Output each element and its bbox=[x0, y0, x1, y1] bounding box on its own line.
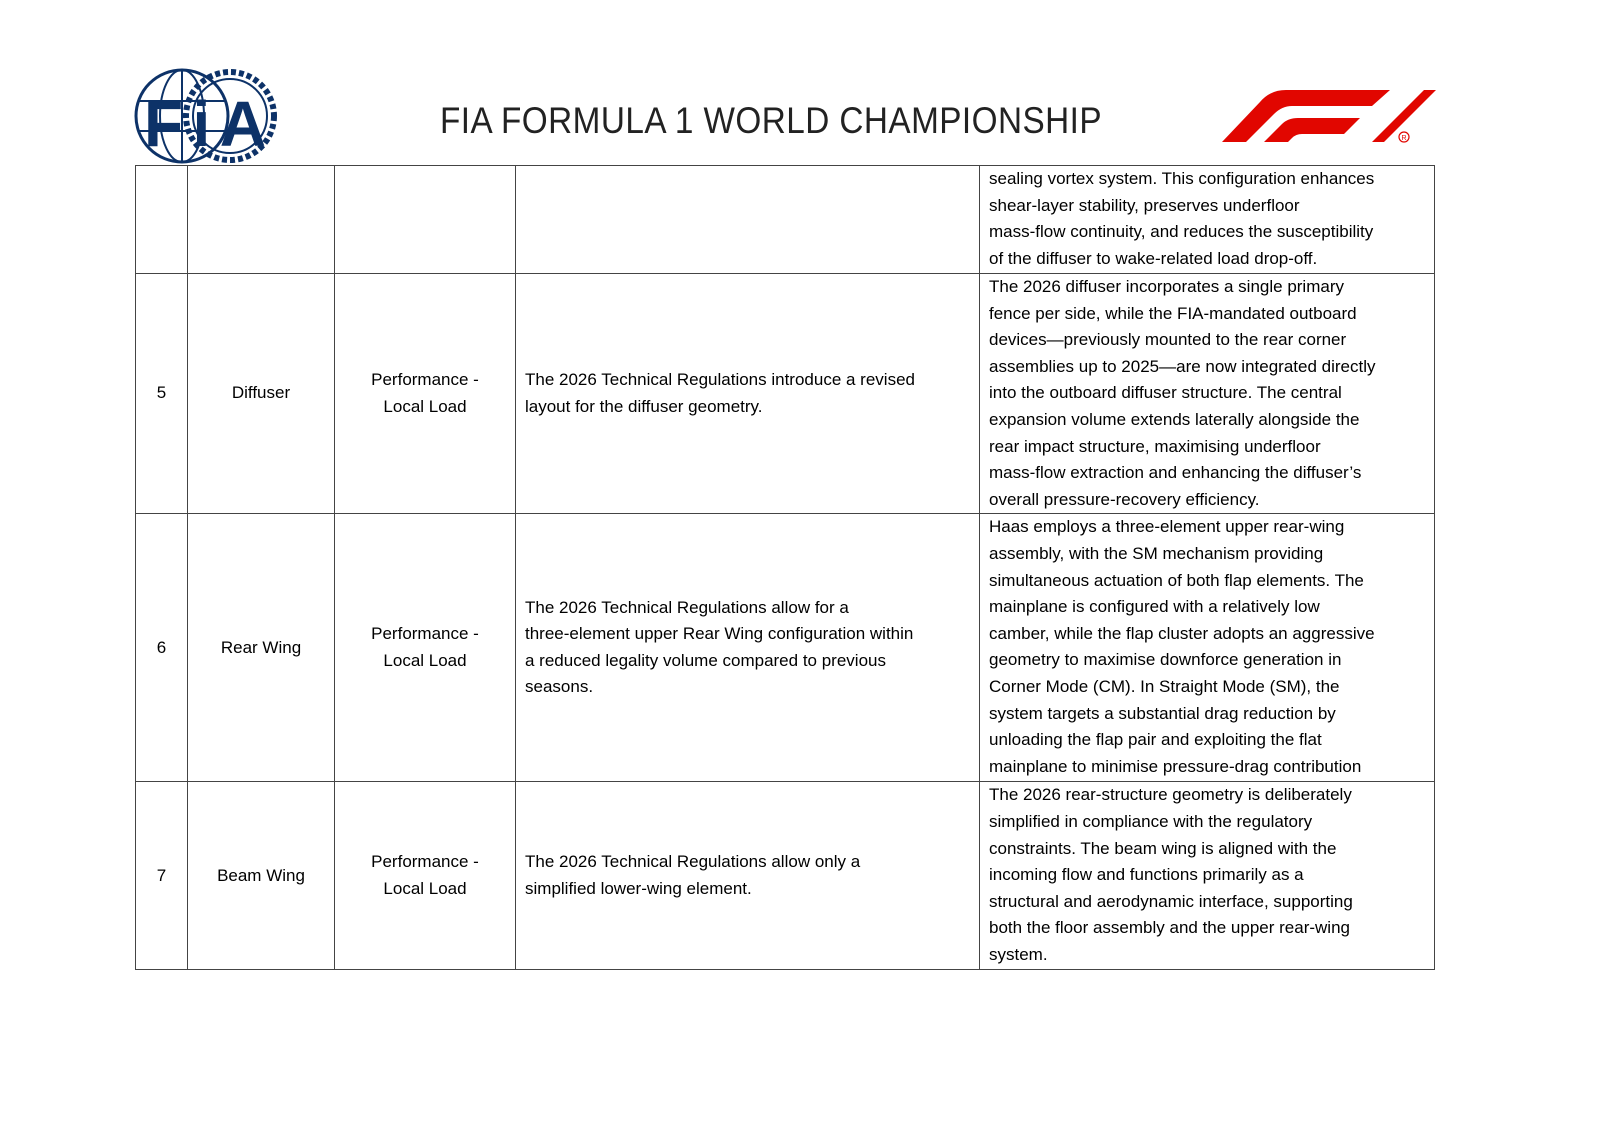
text-line: devices—previously mounted to the rear c… bbox=[989, 330, 1347, 350]
text-line: mainplane is configured with a relativel… bbox=[989, 597, 1320, 617]
component-name: Rear Wing bbox=[187, 513, 335, 783]
regulation-summary bbox=[515, 165, 980, 274]
f1-logo: R bbox=[1222, 90, 1436, 143]
component-name: Beam Wing bbox=[187, 781, 335, 971]
text-line: mass-flow continuity, and reduces the su… bbox=[989, 222, 1374, 242]
text-line: Corner Mode (CM). In Straight Mode (SM),… bbox=[989, 676, 1340, 696]
text-line: Haas employs a three-element upper rear-… bbox=[989, 517, 1345, 537]
text-line: The 2026 rear-structure geometry is deli… bbox=[989, 785, 1352, 805]
text-line: of the diffuser to wake-related load dro… bbox=[989, 248, 1318, 268]
text-line: both the floor assembly and the upper re… bbox=[989, 918, 1350, 938]
text-line: three-element upper Rear Wing configurat… bbox=[525, 624, 914, 644]
design-description: sealing vortex system. This configuratio… bbox=[979, 165, 1435, 274]
regulation-summary: The 2026 Technical Regulations allow onl… bbox=[515, 781, 980, 971]
row-number bbox=[135, 165, 188, 274]
design-description: The 2026 rear-structure geometry is deli… bbox=[979, 781, 1435, 971]
text-line: simultaneous actuation of both flap elem… bbox=[989, 570, 1364, 590]
text-line: into the outboard diffuser structure. Th… bbox=[989, 383, 1342, 403]
fia-logo: FiA bbox=[134, 68, 277, 164]
svg-text:R: R bbox=[1402, 135, 1407, 142]
text-line: assembly, with the SM mechanism providin… bbox=[989, 543, 1324, 563]
component-name bbox=[187, 165, 335, 274]
aero-components-table: sealing vortex system. This configuratio… bbox=[135, 165, 1435, 971]
text-line: system targets a substantial drag reduct… bbox=[989, 703, 1336, 723]
text-line: constraints. The beam wing is aligned wi… bbox=[989, 838, 1337, 858]
text-line: simplified lower-wing element. bbox=[525, 878, 752, 898]
category: Performance - Local Load bbox=[334, 781, 516, 971]
text-line: Local Load bbox=[383, 396, 467, 416]
text-line: structural and aerodynamic interface, su… bbox=[989, 891, 1353, 911]
svg-text:FiA: FiA bbox=[144, 88, 266, 160]
text-line: Performance - bbox=[371, 624, 479, 644]
text-line: shear-layer stability, preserves underfl… bbox=[989, 195, 1300, 215]
table-row: 6 Rear Wing Performance - Local Load The 202… bbox=[135, 513, 1435, 783]
category: Performance - Local Load bbox=[334, 272, 516, 515]
text-line: simplified in compliance with the regula… bbox=[989, 811, 1313, 831]
text-line: expansion volume extends laterally along… bbox=[989, 409, 1360, 429]
text-line: mainplane to minimise pressure-drag cont… bbox=[989, 756, 1362, 776]
text-line: Performance - bbox=[371, 852, 479, 872]
text-line: Local Load bbox=[383, 878, 467, 898]
table-row: sealing vortex system. This configuratio… bbox=[135, 165, 1435, 274]
text-line: rear impact structure, maximising underf… bbox=[989, 436, 1321, 456]
category bbox=[334, 165, 516, 274]
text-line: camber, while the flap cluster adopts an… bbox=[989, 623, 1375, 643]
row-number: 5 bbox=[135, 272, 188, 515]
regulation-summary: The 2026 Technical Regulations allow for… bbox=[515, 513, 980, 783]
design-description: Haas employs a three-element upper rear-… bbox=[979, 513, 1435, 783]
table-row: 5 Diffuser Performance - Local Load The 2026… bbox=[135, 272, 1435, 515]
text-line: layout for the diffuser geometry. bbox=[525, 396, 763, 416]
text-line: Local Load bbox=[383, 650, 467, 670]
text-line: sealing vortex system. This configuratio… bbox=[989, 169, 1375, 188]
row-number: 6 bbox=[135, 513, 188, 783]
text-line: assemblies up to 2025—are now integrated… bbox=[989, 356, 1376, 376]
table-row: 7 Beam Wing Performance - Local Load The 202… bbox=[135, 781, 1435, 971]
text-line: Performance - bbox=[371, 370, 479, 390]
text-line: The 2026 Technical Regulations introduce… bbox=[525, 370, 915, 390]
text-line: The 2026 Technical Regulations allow for… bbox=[525, 597, 849, 617]
text-line: incoming flow and functions primarily as… bbox=[989, 865, 1304, 885]
text-line: overall pressure-recovery efficiency. bbox=[989, 489, 1260, 509]
text-line: geometry to maximise downforce generatio… bbox=[989, 650, 1342, 670]
text-line: system. bbox=[989, 944, 1048, 964]
text-line: The 2026 Technical Regulations allow onl… bbox=[525, 852, 861, 872]
component-name: Diffuser bbox=[187, 272, 335, 515]
text-line: a reduced legality volume compared to pr… bbox=[525, 650, 886, 670]
text-line: The 2026 diffuser incorporates a single … bbox=[989, 277, 1344, 296]
regulation-summary: The 2026 Technical Regulations introduce… bbox=[515, 272, 980, 515]
row-number: 7 bbox=[135, 781, 188, 971]
design-description: The 2026 diffuser incorporates a single … bbox=[979, 272, 1435, 515]
text-line: seasons. bbox=[525, 677, 594, 697]
category: Performance - Local Load bbox=[334, 513, 516, 783]
document-title: FIA FORMULA 1 WORLD CHAMPIONSHIP bbox=[440, 100, 1103, 141]
text-line: mass-flow extraction and enhancing the d… bbox=[989, 463, 1362, 483]
text-line: unloading the flap pair and exploiting t… bbox=[989, 730, 1322, 750]
text-line: fence per side, while the FIA-mandated o… bbox=[989, 303, 1357, 323]
